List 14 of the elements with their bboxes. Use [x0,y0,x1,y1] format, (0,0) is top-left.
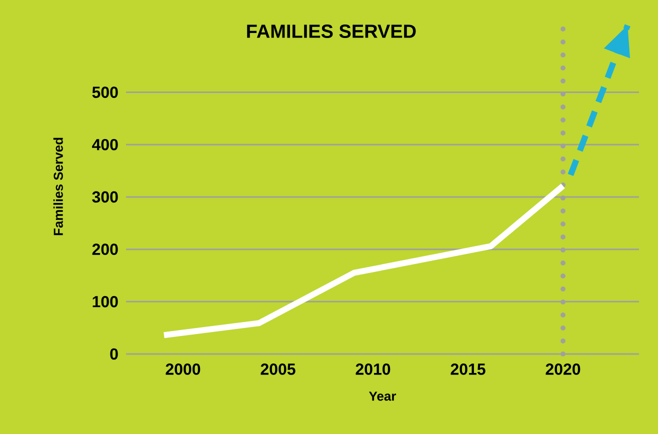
x-tick-label: 2015 [450,364,486,375]
y-tick-label: 0 [110,348,118,360]
x-tick-label: 2000 [166,364,200,375]
x-axis-title: Year [368,392,396,401]
y-tick-label: 300 [92,191,118,203]
y-axis-title: Families Served [53,138,63,236]
y-tick-label: 400 [92,138,118,150]
x-tick-label: 2005 [260,364,296,375]
y-tick-label: 200 [92,244,118,255]
x-tick-label: 2010 [356,364,390,375]
chart-title: FAMILIES SERVED [247,24,416,38]
x-tick-label: 2020 [546,364,580,375]
y-tick-label: 100 [92,296,118,308]
y-tick-label: 500 [92,86,118,98]
